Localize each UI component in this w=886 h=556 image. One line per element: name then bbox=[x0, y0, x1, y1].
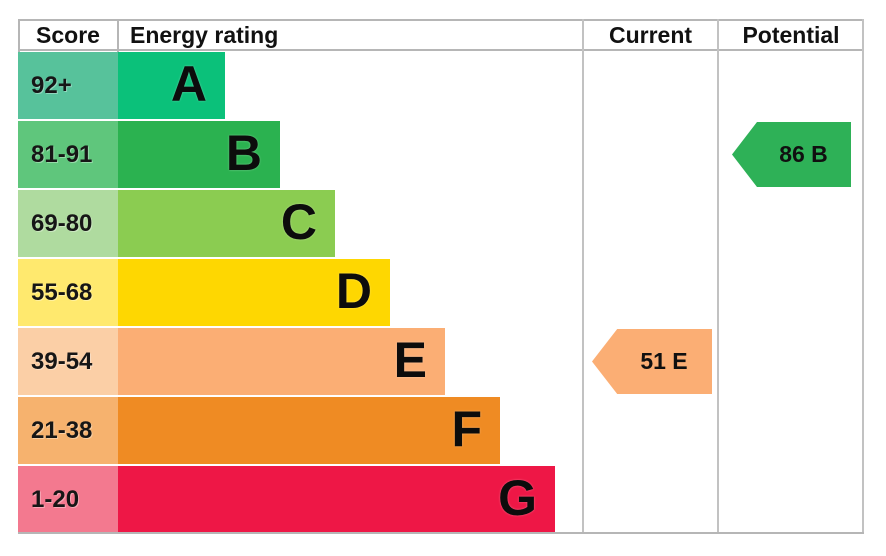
score-range-E: 39-54 bbox=[18, 328, 118, 395]
header-divider-left bbox=[18, 21, 20, 53]
divider-current-potential bbox=[717, 19, 719, 534]
column-header-energy-rating: Energy rating bbox=[130, 22, 279, 48]
rating-bands: 92+ A 81-91 B 69-80 C 55-68 D 39-54 E 21-38 F 1-20 G bbox=[18, 51, 864, 534]
potential-rating-arrow: 86 B bbox=[732, 122, 851, 187]
chart-bottom-border bbox=[18, 532, 864, 534]
score-range-C: 69-80 bbox=[18, 190, 118, 257]
column-header-potential: Potential bbox=[742, 22, 840, 48]
divider-right-edge bbox=[862, 19, 864, 534]
score-range-D: 55-68 bbox=[18, 259, 118, 326]
band-row-B: 81-91 B bbox=[18, 120, 864, 189]
score-range-A: 92+ bbox=[18, 52, 118, 119]
band-row-F: 21-38 F bbox=[18, 396, 864, 465]
band-row-D: 55-68 D bbox=[18, 258, 864, 327]
header-divider-score-rating bbox=[117, 21, 119, 53]
score-range-F: 21-38 bbox=[18, 397, 118, 464]
divider-rating-current bbox=[582, 19, 584, 534]
score-range-B: 81-91 bbox=[18, 121, 118, 188]
epc-chart: Score Energy rating Current Potential 92… bbox=[18, 19, 864, 534]
band-row-A: 92+ A bbox=[18, 51, 864, 120]
rating-bar-B: B bbox=[118, 121, 280, 188]
column-header-current: Current bbox=[608, 22, 693, 48]
score-range-G: 1-20 bbox=[18, 466, 118, 533]
rating-bar-C: C bbox=[118, 190, 335, 257]
rating-bar-E: E bbox=[118, 328, 445, 395]
band-row-G: 1-20 G bbox=[18, 465, 864, 534]
rating-bar-D: D bbox=[118, 259, 390, 326]
band-row-C: 69-80 C bbox=[18, 189, 864, 258]
band-row-E: 39-54 E bbox=[18, 327, 864, 396]
rating-bar-A: A bbox=[118, 52, 225, 119]
rating-bar-G: G bbox=[118, 466, 555, 533]
rating-bar-F: F bbox=[118, 397, 500, 464]
column-header-score: Score bbox=[36, 22, 100, 48]
current-rating-arrow: 51 E bbox=[592, 329, 712, 394]
chart-header-row: Score Energy rating Current Potential bbox=[18, 19, 864, 53]
